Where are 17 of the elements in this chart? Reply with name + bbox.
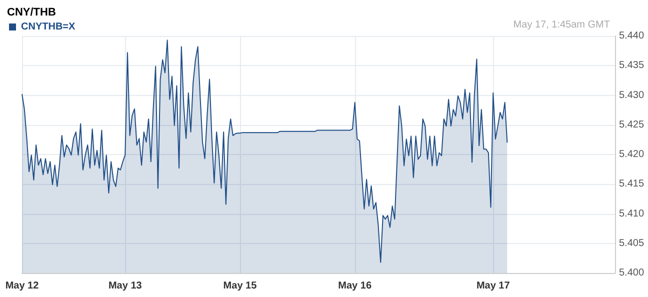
y-tick-label: 5.435 (619, 60, 644, 72)
y-tick-label: 5.425 (619, 119, 644, 130)
x-tick-label: May 15 (223, 280, 258, 292)
text: May 17, 1:45am GMT (513, 20, 610, 30)
chart-title: CNY/THB (7, 6, 56, 18)
x-tick-label: May 17 (476, 280, 510, 292)
y-tick-label: 5.410 (619, 208, 644, 220)
y-tick-label: 5.440 (619, 30, 644, 42)
x-tick-label: May 16 (338, 280, 372, 292)
y-tick-label: 5.430 (619, 90, 644, 101)
y-tick-label: 5.415 (619, 178, 644, 190)
x-tick-label: May 12 (5, 280, 40, 292)
legend-label: CNYTHB=X (21, 22, 76, 32)
x-tick-label: May 13 (108, 280, 142, 292)
y-tick-label: 5.420 (619, 149, 644, 160)
y-tick-label: 5.400 (619, 268, 644, 278)
y-tick-label: 5.405 (619, 238, 644, 249)
